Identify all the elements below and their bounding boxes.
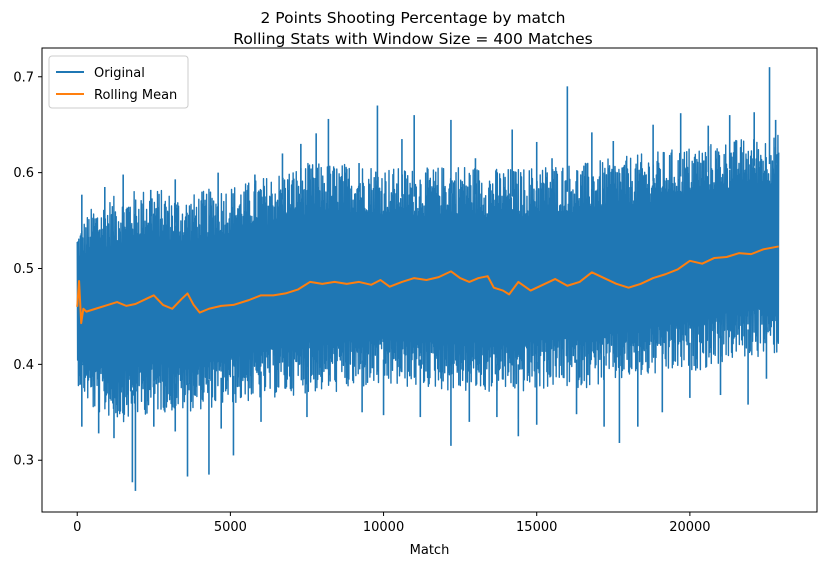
- chart-title: 2 Points Shooting Percentage by match: [260, 9, 566, 27]
- original-series-layer: [76, 67, 780, 491]
- legend-label-original: Original: [94, 66, 145, 81]
- x-tick-label: 5000: [214, 520, 247, 535]
- y-tick-label: 0.6: [13, 166, 34, 181]
- y-tick-label: 0.5: [13, 262, 34, 277]
- legend-label-rolling-mean: Rolling Mean: [94, 88, 177, 103]
- y-tick-label: 0.3: [13, 454, 34, 469]
- x-tick-label: 0: [73, 520, 81, 535]
- y-axis: 0.3 0.4 0.5 0.6 0.7: [13, 70, 42, 469]
- x-tick-label: 20000: [669, 520, 710, 535]
- original-series-line: [76, 134, 780, 423]
- x-tick-label: 10000: [363, 520, 404, 535]
- chart-subtitle: Rolling Stats with Window Size = 400 Mat…: [233, 30, 593, 48]
- legend: Original Rolling Mean: [48, 55, 189, 109]
- y-tick-label: 0.7: [13, 70, 34, 85]
- x-axis: 0 5000 10000 15000 20000: [73, 512, 711, 535]
- x-tick-label: 15000: [516, 520, 557, 535]
- rolling-mean-line: [76, 245, 779, 325]
- plot-frame: [41, 47, 818, 513]
- y-tick-label: 0.4: [13, 358, 34, 373]
- rolling-mean-series-layer: [76, 245, 779, 325]
- x-axis-label: Match: [410, 543, 450, 558]
